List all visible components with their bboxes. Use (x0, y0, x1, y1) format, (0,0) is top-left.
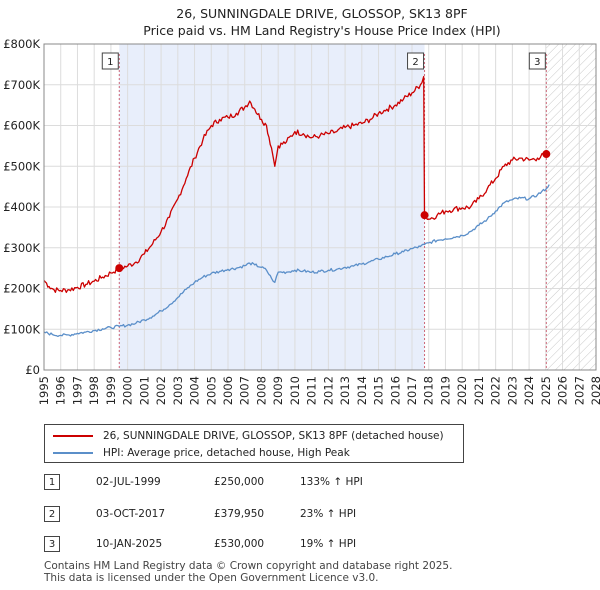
footer: Contains HM Land Registry data © Crown c… (44, 560, 452, 584)
sale-number-label: 1 (107, 57, 113, 68)
x-tick-label: 2025 (539, 376, 553, 405)
sale-number-box (407, 52, 425, 70)
x-tick-label: 1995 (37, 376, 51, 405)
x-tick-label: 1996 (54, 376, 68, 405)
chart-subtitle: Price paid vs. HM Land Registry's House … (143, 23, 500, 38)
x-tick-label: 2002 (154, 376, 168, 405)
x-tick-label: 2012 (321, 376, 335, 405)
transaction-number: 1 (44, 474, 60, 490)
x-tick-label: 2007 (238, 376, 252, 405)
sale-number-box (528, 52, 546, 70)
x-tick-label: 2023 (505, 376, 519, 405)
x-tick-label: 1997 (70, 376, 84, 405)
x-tick-label: 2027 (572, 376, 586, 405)
transaction-number: 3 (44, 536, 60, 552)
x-tick-label: 2016 (388, 376, 402, 405)
x-tick-label: 2022 (489, 376, 503, 405)
chart-title: 26, SUNNINGDALE DRIVE, GLOSSOP, SK13 8PF (176, 6, 467, 21)
transaction-date: 03-OCT-2017 (96, 508, 165, 520)
x-tick-label: 2000 (121, 376, 135, 405)
y-tick-label: £800K (3, 37, 40, 51)
x-tick-label: 2009 (271, 376, 285, 405)
legend-item-hpi: HPI: Average price, detached house, High… (53, 445, 350, 461)
x-tick-label: 2008 (254, 376, 268, 405)
transaction-number: 2 (44, 506, 60, 522)
y-tick-label: £0 (25, 363, 40, 377)
legend-label-property: 26, SUNNINGDALE DRIVE, GLOSSOP, SK13 8PF… (103, 430, 444, 442)
transaction-hpi-change: 133% ↑ HPI (300, 476, 363, 488)
property-price-line (43, 75, 547, 294)
x-tick-label: 2011 (305, 376, 319, 405)
x-tick-label: 2018 (422, 376, 436, 405)
x-tick-label: 2013 (338, 376, 352, 405)
transaction-price: £250,000 (214, 476, 265, 488)
y-tick-label: £400K (3, 200, 40, 214)
sale-number-label: 3 (534, 57, 540, 68)
y-tick-label: £600K (3, 119, 40, 133)
legend-item-property: 26, SUNNINGDALE DRIVE, GLOSSOP, SK13 8PF… (53, 428, 444, 444)
x-tick-label: 2004 (188, 376, 202, 405)
x-tick-label: 2021 (472, 376, 486, 405)
x-tick-label: 2019 (438, 376, 452, 405)
table-row: 3 10-JAN-2025 £530,000 19% ↑ HPI (44, 536, 464, 554)
x-tick-label: 2010 (288, 376, 302, 405)
x-tick-label: 2020 (455, 376, 469, 405)
sale-point (542, 150, 551, 159)
y-tick-label: £300K (3, 241, 40, 255)
y-tick-label: £100K (3, 322, 40, 336)
x-tick-label: 2005 (204, 376, 218, 405)
x-tick-label: 2017 (405, 376, 419, 405)
table-row: 2 03-OCT-2017 £379,950 23% ↑ HPI (44, 506, 464, 524)
plot-frame (43, 43, 597, 371)
footer-licence: This data is licensed under the Open Gov… (44, 572, 379, 584)
y-tick-label: £200K (3, 282, 40, 296)
legend-label-hpi: HPI: Average price, detached house, High… (103, 447, 350, 459)
transaction-hpi-change: 23% ↑ HPI (300, 508, 357, 520)
sale-point (115, 264, 124, 273)
x-tick-label: 2028 (589, 376, 600, 405)
x-tick-label: 2015 (372, 376, 386, 405)
y-tick-label: £700K (3, 78, 40, 92)
x-tick-label: 2024 (522, 376, 536, 405)
sale-point (420, 211, 429, 220)
x-tick-label: 2006 (221, 376, 235, 405)
x-tick-label: 2001 (137, 376, 151, 405)
hpi-line (43, 184, 550, 338)
transaction-price: £530,000 (214, 538, 265, 550)
price-chart: 26, SUNNINGDALE DRIVE, GLOSSOP, SK13 8PF… (3, 6, 600, 405)
x-tick-label: 1998 (87, 376, 101, 405)
x-tick-label: 1999 (104, 376, 118, 405)
table-row: 1 02-JUL-1999 £250,000 133% ↑ HPI (44, 474, 464, 492)
transaction-date: 10-JAN-2025 (96, 538, 163, 550)
legend: 26, SUNNINGDALE DRIVE, GLOSSOP, SK13 8PF… (44, 424, 464, 463)
sale-number-box (101, 52, 119, 70)
transaction-hpi-change: 19% ↑ HPI (300, 538, 357, 550)
legend-swatch-property (53, 435, 93, 437)
transaction-date: 02-JUL-1999 (96, 476, 161, 488)
x-tick-label: 2014 (355, 376, 369, 405)
sale-number-label: 2 (412, 57, 418, 68)
footer-copyright: Contains HM Land Registry data © Crown c… (44, 560, 453, 572)
x-tick-label: 2003 (171, 376, 185, 405)
y-tick-label: £500K (3, 159, 40, 173)
x-tick-label: 2026 (556, 376, 570, 405)
transaction-price: £379,950 (214, 508, 265, 520)
legend-swatch-hpi (53, 452, 93, 454)
